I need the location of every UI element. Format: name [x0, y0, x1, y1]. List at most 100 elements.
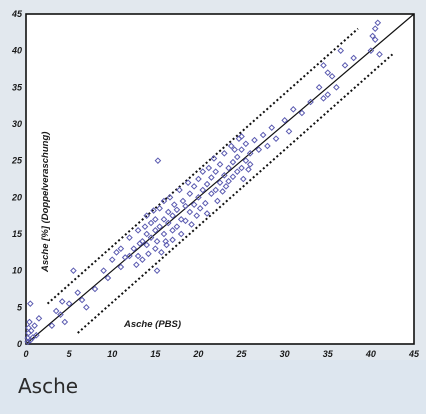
y-tick-label: 35	[12, 82, 23, 92]
data-point	[177, 216, 185, 223]
y-tick-label: 0	[17, 339, 22, 349]
data-point	[147, 219, 155, 227]
x-tick-label: 40	[365, 349, 376, 359]
data-point	[242, 140, 250, 148]
data-point	[57, 311, 64, 318]
data-point	[328, 73, 336, 80]
tolerance-line-1	[46, 27, 359, 305]
data-point	[242, 157, 250, 164]
data-point	[163, 241, 170, 249]
data-point	[186, 190, 194, 197]
x-tick-label: 25	[236, 349, 248, 359]
data-point	[147, 234, 155, 241]
data-point	[216, 161, 224, 168]
data-point	[173, 223, 181, 230]
data-point	[324, 69, 332, 76]
data-point	[160, 230, 168, 238]
data-point	[199, 168, 207, 175]
data-point	[33, 331, 40, 339]
data-point	[238, 164, 245, 172]
data-point	[188, 221, 195, 228]
data-point	[195, 175, 202, 183]
y-tick-label: 5	[17, 302, 23, 312]
data-point	[186, 208, 194, 216]
data-point	[320, 62, 327, 69]
data-point	[246, 161, 254, 168]
x-tick-label: 15	[150, 349, 161, 359]
data-point	[35, 315, 43, 322]
y-tick-label: 20	[11, 192, 22, 202]
data-point	[169, 212, 176, 219]
x-tick-label: 20	[192, 349, 203, 359]
data-point	[154, 157, 162, 164]
data-point	[203, 210, 211, 217]
identity-line	[25, 13, 415, 345]
data-point	[203, 180, 211, 188]
data-point	[26, 318, 33, 326]
data-point	[83, 304, 90, 311]
data-point	[190, 201, 198, 208]
data-point	[320, 95, 327, 102]
y-tick-label: 25	[11, 156, 23, 166]
data-point	[289, 106, 297, 113]
data-point	[341, 62, 349, 69]
data-point	[212, 186, 219, 194]
data-point	[239, 175, 247, 183]
data-point	[268, 124, 276, 131]
data-point	[143, 230, 151, 238]
data-point	[104, 274, 112, 282]
data-point	[212, 168, 219, 175]
data-point	[214, 197, 221, 205]
data-point	[134, 252, 142, 260]
data-point	[117, 245, 125, 252]
data-point	[196, 205, 204, 212]
data-point	[193, 212, 201, 219]
data-point	[182, 202, 189, 210]
data-point	[133, 261, 140, 269]
data-point	[169, 227, 176, 234]
data-point	[160, 197, 168, 205]
data-point	[52, 307, 60, 315]
data-point	[369, 32, 376, 40]
data-point	[48, 322, 56, 329]
data-point	[324, 91, 332, 98]
data-point	[285, 128, 293, 135]
data-point	[150, 207, 157, 214]
data-point	[166, 194, 174, 201]
data-point	[143, 212, 151, 219]
data-point	[141, 223, 149, 230]
data-point	[315, 84, 323, 91]
data-point	[78, 296, 86, 304]
data-point	[182, 217, 189, 225]
data-point	[152, 245, 159, 252]
data-point	[179, 197, 187, 205]
data-point	[246, 150, 254, 157]
data-point	[143, 241, 151, 249]
data-point	[139, 256, 146, 263]
data-point	[238, 146, 245, 153]
data-point	[156, 205, 163, 212]
data-point	[374, 19, 382, 27]
data-point	[65, 300, 73, 307]
y-tick-label: 30	[12, 119, 22, 129]
data-point	[31, 322, 38, 329]
data-point	[126, 252, 133, 260]
data-point	[27, 327, 35, 335]
data-point	[259, 131, 267, 139]
data-point	[195, 194, 202, 201]
data-point	[177, 230, 185, 238]
chart-figure: 0 5 10 15 20 25 30 35 40 45 0 5 10 15 20 25 30 35 40 45 Asch…	[10, 9, 420, 359]
x-axis-label: Asche (PBS)	[123, 319, 181, 330]
x-tick-label: 10	[107, 349, 117, 359]
data-point	[91, 285, 99, 293]
data-point	[231, 146, 238, 153]
data-point	[108, 256, 116, 263]
data-point	[70, 267, 77, 274]
figure-caption: Asche	[18, 374, 79, 398]
x-tick-label: 0	[23, 349, 28, 359]
data-point	[158, 249, 165, 256]
data-point	[221, 150, 228, 157]
data-point	[152, 227, 159, 234]
data-point	[216, 179, 224, 186]
y-axis-label: Asche [%] (Doppelveraschung)	[40, 132, 51, 273]
